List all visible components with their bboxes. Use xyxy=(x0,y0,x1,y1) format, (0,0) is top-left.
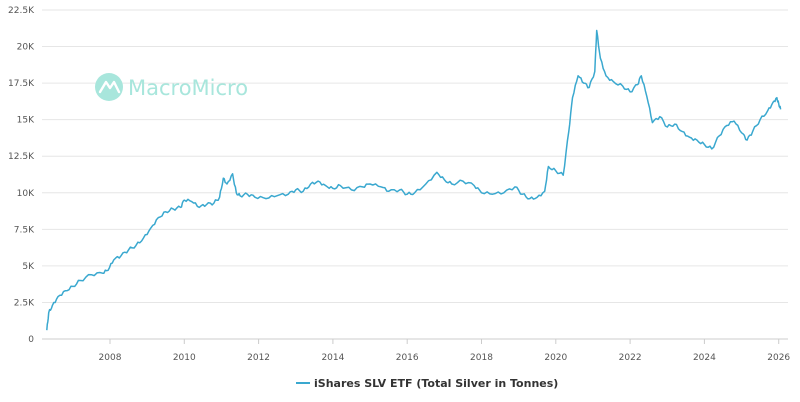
y-tick-label: 10K xyxy=(17,189,35,199)
y-tick-label: 5K xyxy=(22,262,35,272)
x-tick-label: 2026 xyxy=(767,353,790,363)
axes: 0 2.5K 5K 7.5K 10K 12.5K 15K 17.5K 20K 22.5K 2008 2… xyxy=(8,6,790,363)
watermark: MacroMicro xyxy=(95,73,248,101)
y-tick-label: 12.5K xyxy=(8,152,35,162)
x-tick-label: 2024 xyxy=(693,353,716,363)
x-tick-label: 2014 xyxy=(321,353,344,363)
y-tick-label: 22.5K xyxy=(8,6,35,16)
legend-item-label[interactable]: iShares SLV ETF (Total Silver in Tonnes) xyxy=(314,377,558,390)
y-tick-label: 15K xyxy=(17,116,35,126)
x-tick-label: 2008 xyxy=(99,353,122,363)
x-tick-label: 2020 xyxy=(544,353,567,363)
x-tick-label: 2018 xyxy=(470,353,493,363)
x-tick-label: 2022 xyxy=(619,353,642,363)
y-tick-label: 2.5K xyxy=(14,298,35,308)
y-tick-label: 7.5K xyxy=(14,225,35,235)
y-tick-label: 17.5K xyxy=(8,79,35,89)
grid-lines xyxy=(42,9,788,340)
x-tick-label: 2016 xyxy=(396,353,419,363)
macromicro-logo-icon xyxy=(95,73,123,101)
watermark-brand: MacroMicro xyxy=(128,76,248,100)
series-layer xyxy=(46,29,782,331)
y-tick-label: 20K xyxy=(17,43,35,53)
series-line[interactable] xyxy=(46,29,782,331)
x-tick-label: 2010 xyxy=(173,353,196,363)
legend[interactable]: iShares SLV ETF (Total Silver in Tonnes) xyxy=(296,377,558,390)
y-tick-label: 0 xyxy=(28,335,34,345)
x-tick-label: 2012 xyxy=(247,353,270,363)
